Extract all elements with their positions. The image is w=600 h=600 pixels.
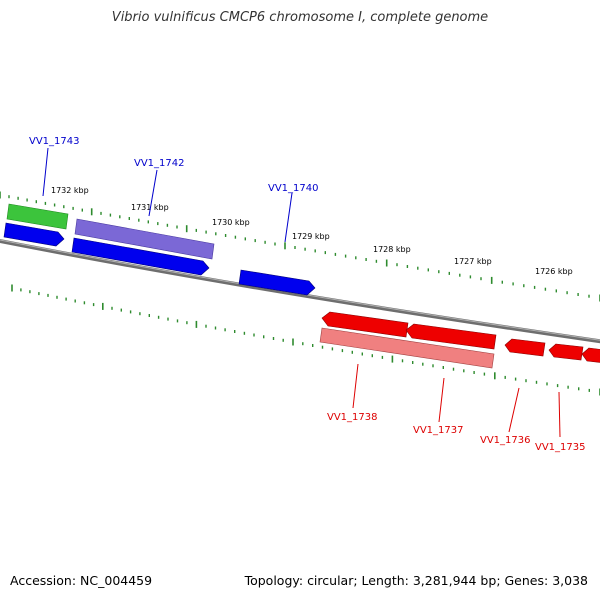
genome-title: Vibrio vulnificus CMCP6 chromosome I, co…	[111, 10, 489, 25]
chromosome-backbone	[0, 238, 600, 344]
gene-label-forward[interactable]: VV1_1743	[29, 136, 80, 147]
label-leader-lines	[42, 147, 561, 438]
gene-arrow-forward[interactable]	[238, 269, 316, 296]
topology-value: circular	[307, 573, 354, 588]
gene-arrow-reverse[interactable]	[321, 311, 409, 338]
leader-line	[284, 192, 293, 243]
length-label: Length:	[361, 573, 409, 588]
cds-track-reverse	[319, 327, 495, 369]
leader-line	[508, 387, 520, 433]
length-value: 3,281,944 bp	[412, 573, 497, 588]
tick-track-lower	[11, 284, 600, 396]
scale-label: 1731 kbp	[131, 203, 169, 212]
topology-label: Topology:	[244, 573, 304, 588]
gene-arrow-reverse[interactable]	[581, 347, 600, 363]
gene-track-forward	[3, 222, 316, 296]
scale-label: 1729 kbp	[292, 232, 330, 241]
scale-label: 1726 kbp	[535, 267, 573, 276]
gene-label-forward[interactable]: VV1_1742	[134, 158, 185, 169]
gene-label-reverse[interactable]: VV1_1736	[480, 435, 531, 446]
scale-label: 1730 kbp	[212, 218, 250, 227]
gene-arrow-forward[interactable]	[71, 237, 210, 276]
cds-track-forward	[6, 203, 215, 260]
accession-label: Accession:	[10, 573, 77, 588]
gene-arrow-forward[interactable]	[3, 222, 65, 247]
leader-line	[352, 363, 359, 409]
gene-label-reverse[interactable]: VV1_1737	[413, 425, 464, 436]
leader-line	[42, 147, 49, 197]
scale-labels: 1732 kbp 1731 kbp 1730 kbp 1729 kbp 1728…	[51, 186, 573, 276]
gene-label-reverse[interactable]: VV1_1738	[327, 412, 378, 423]
leader-line	[148, 169, 158, 217]
leader-line	[438, 377, 445, 423]
scale-label: 1732 kbp	[51, 186, 89, 195]
leader-line	[558, 391, 561, 438]
gene-arrow-reverse[interactable]	[405, 323, 497, 350]
gene-labels: VV1_1743 VV1_1742 VV1_1740 VV1_1738 VV1_…	[29, 136, 586, 453]
cds-feature-purple[interactable]	[74, 218, 215, 260]
gene-arrow-reverse[interactable]	[548, 343, 584, 361]
tick-track-upper	[0, 191, 600, 302]
genome-summary: Topology: circular; Length: 3,281,944 bp…	[244, 573, 588, 588]
cds-feature-pink[interactable]	[319, 327, 495, 369]
accession-info: Accession: NC_004459	[10, 573, 152, 588]
scale-label: 1728 kbp	[373, 245, 411, 254]
scale-label: 1727 kbp	[454, 257, 492, 266]
gene-label-forward[interactable]: VV1_1740	[268, 183, 319, 194]
genes-label: Genes:	[504, 573, 549, 588]
accession-value: NC_004459	[80, 573, 153, 588]
gene-label-reverse[interactable]: VV1_1735	[535, 442, 586, 453]
cds-feature-green[interactable]	[6, 203, 69, 230]
gene-track-reverse	[321, 311, 600, 363]
gene-arrow-reverse[interactable]	[504, 338, 546, 357]
genes-value: 3,038	[552, 573, 588, 588]
